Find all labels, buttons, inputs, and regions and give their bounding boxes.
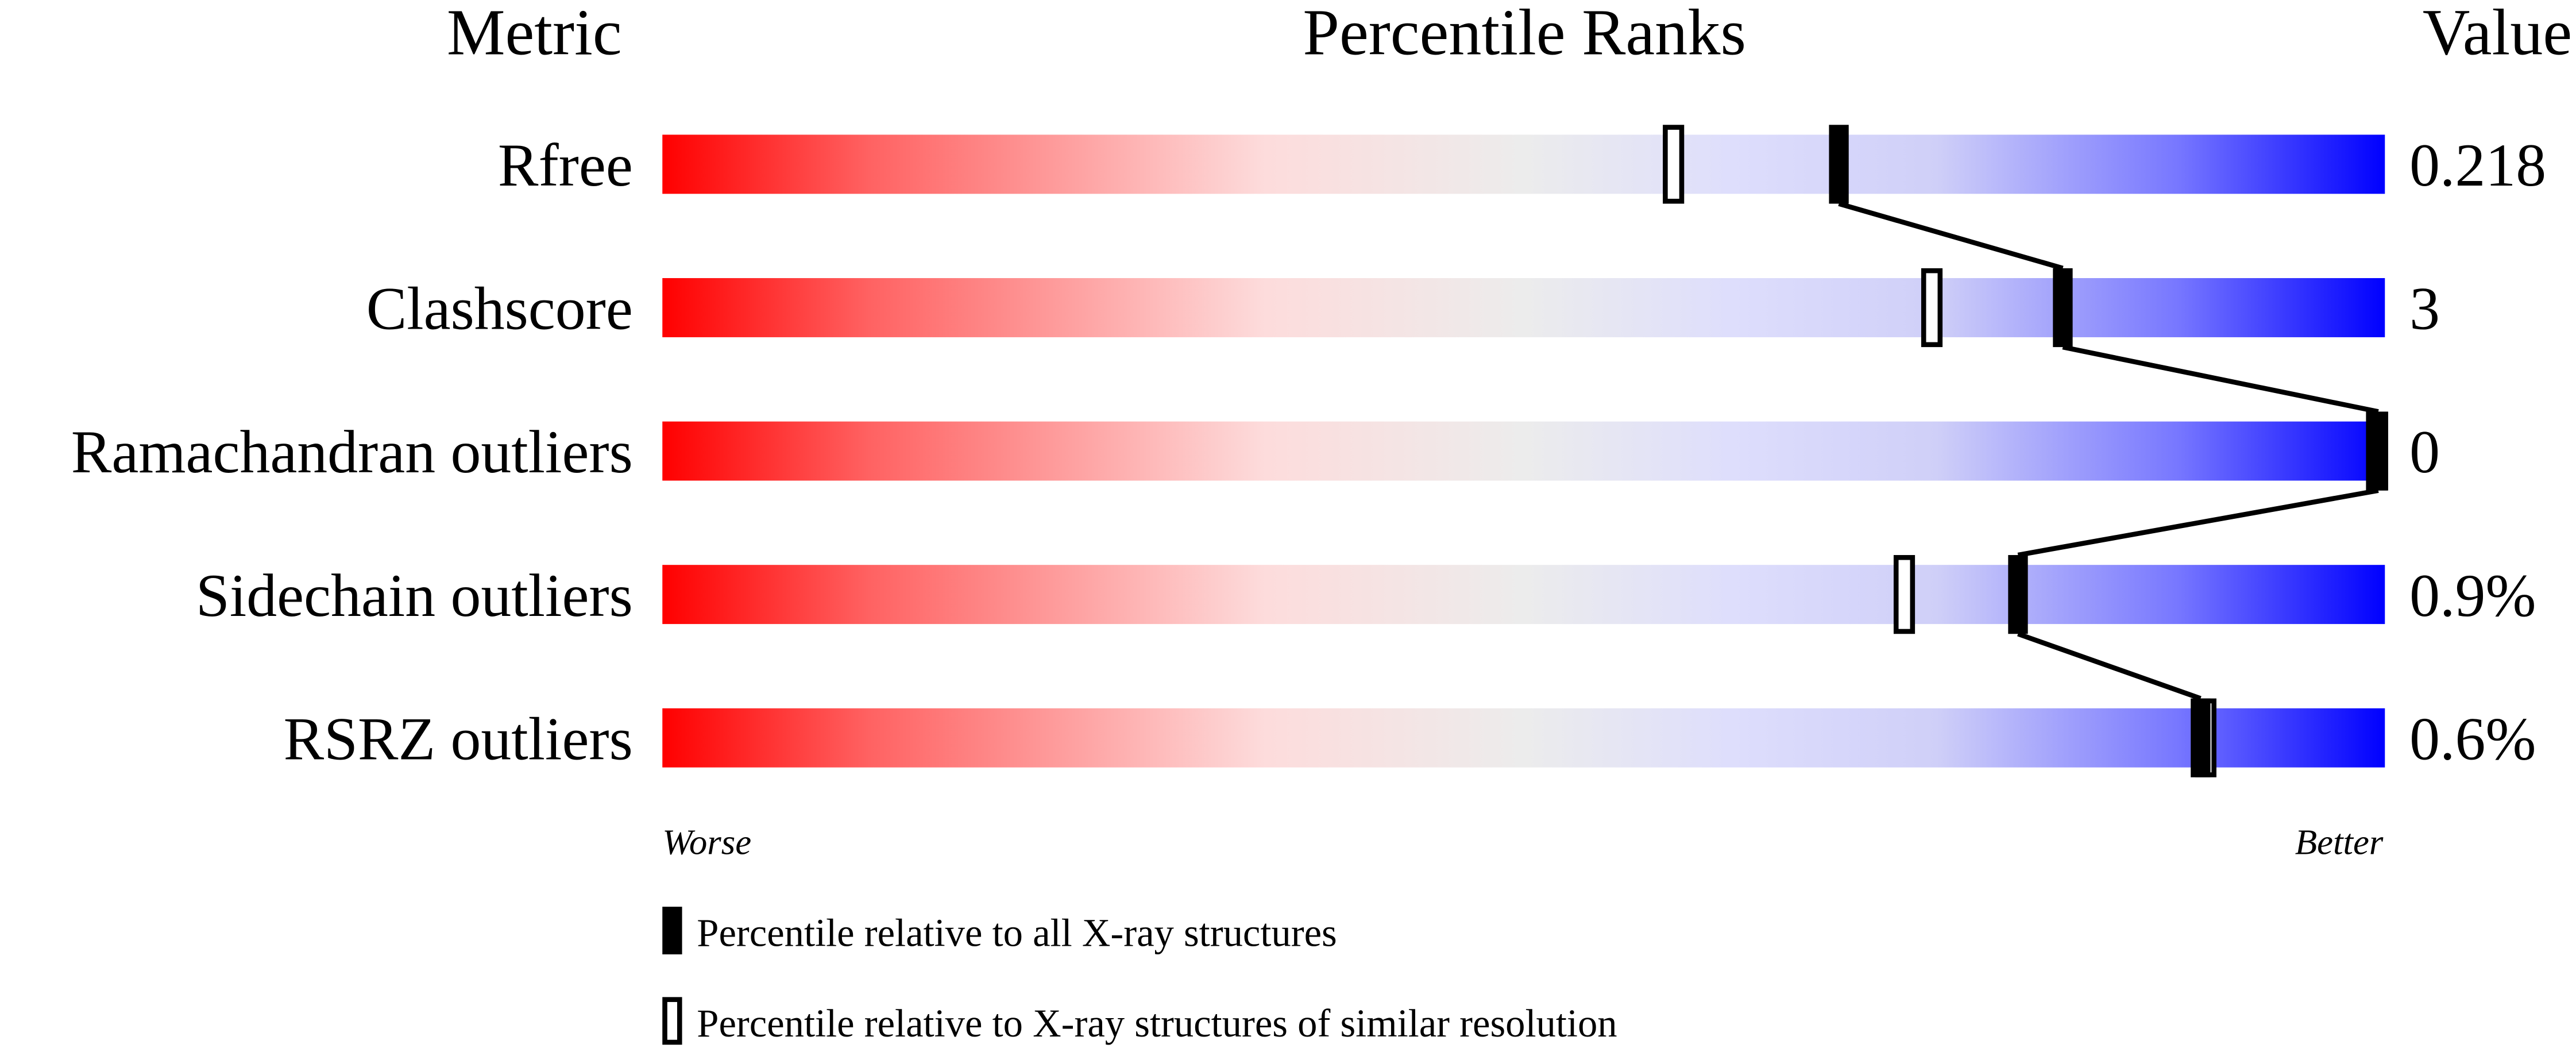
marker-similar-rfree <box>1663 125 1685 204</box>
marker-all-sidechain-outliers <box>2008 555 2028 634</box>
connector-line <box>2062 344 2379 414</box>
connector-line <box>2017 631 2202 701</box>
metric-label-clashscore: Clashscore <box>366 275 633 342</box>
metric-label-rfree: Rfree <box>498 132 633 199</box>
percentile-bar-rsrz-outliers <box>662 708 2385 768</box>
axis-worse-label: Worse <box>662 822 751 862</box>
metric-value-clashscore: 3 <box>2409 275 2440 342</box>
metric-value-sidechain-outliers: 0.9% <box>2409 562 2536 629</box>
connector-line <box>2017 488 2379 558</box>
header-metric: Metric <box>447 0 622 68</box>
percentile-bar-ramachandran-outliers <box>662 421 2385 481</box>
header-percentile-ranks: Percentile Ranks <box>1303 0 1746 68</box>
marker-all-rsrz-outliers <box>2191 698 2211 777</box>
metric-value-ramachandran-outliers: 0 <box>2409 418 2440 486</box>
legend-filled-marker-icon <box>662 907 682 955</box>
marker-all-ramachandran-outliers <box>2368 411 2388 491</box>
metric-value-rfree: 0.218 <box>2409 132 2546 199</box>
legend-label-all: Percentile relative to all X-ray structu… <box>697 911 1337 955</box>
percentile-bar-sidechain-outliers <box>662 565 2385 625</box>
percentile-bar-clashscore <box>662 278 2385 337</box>
percentile-bar-rfree <box>662 134 2385 194</box>
metric-label-sidechain-outliers: Sidechain outliers <box>196 562 633 629</box>
marker-similar-clashscore <box>1921 268 1943 348</box>
connector-line <box>1838 201 2064 271</box>
marker-all-rfree <box>1829 125 1849 204</box>
metric-value-rsrz-outliers: 0.6% <box>2409 705 2536 772</box>
legend-label-similar: Percentile relative to X-ray structures … <box>697 1001 1617 1045</box>
metric-label-ramachandran-outliers: Ramachandran outliers <box>71 418 633 486</box>
marker-all-clashscore <box>2053 268 2073 348</box>
axis-better-label: Better <box>2295 822 2384 862</box>
marker-similar-sidechain-outliers <box>1893 555 1915 634</box>
metric-label-rsrz-outliers: RSRZ outliers <box>284 705 633 772</box>
legend-open-marker-icon <box>662 997 682 1045</box>
header-value: Value <box>2423 0 2572 68</box>
